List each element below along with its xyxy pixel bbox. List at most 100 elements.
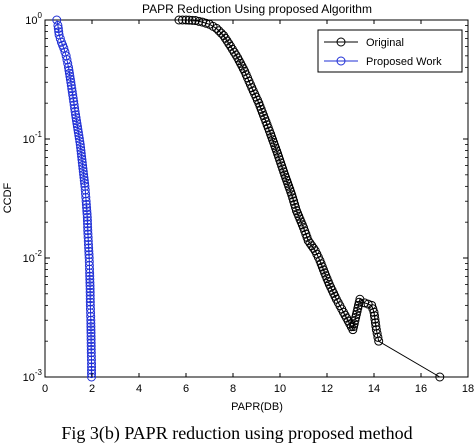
data-point-marker: [79, 169, 89, 179]
data-point: [85, 284, 95, 294]
series-proposed-work: [52, 15, 97, 382]
data-point-marker: [69, 97, 79, 107]
data-point-marker: [83, 233, 93, 243]
data-point: [83, 226, 93, 236]
data-point-marker: [77, 151, 87, 161]
data-point: [52, 15, 62, 25]
data-point-marker: [69, 100, 79, 110]
data-point-marker: [82, 203, 92, 213]
data-point: [71, 110, 81, 120]
data-point-marker: [80, 185, 90, 195]
data-point-marker: [86, 322, 96, 332]
data-point: [174, 15, 184, 25]
x-tick-label: 4: [136, 383, 142, 395]
data-point-marker: [54, 27, 64, 37]
data-point-marker: [85, 297, 95, 307]
legend-label: Original: [366, 37, 404, 49]
data-point: [212, 23, 222, 33]
data-point-marker: [75, 136, 85, 146]
data-point-marker: [84, 243, 94, 253]
data-point-marker: [194, 16, 204, 26]
data-point-marker: [79, 175, 89, 185]
data-point-marker: [73, 128, 83, 138]
data-point-marker: [67, 87, 77, 97]
data-point-marker: [85, 287, 95, 297]
data-point-marker: [86, 308, 96, 318]
axis-layer: 0 2 4 6 8 10 12 14 16 18 100 10-1 10-2 10-3: [23, 11, 474, 395]
y-tick-label: 100: [25, 11, 42, 27]
data-point-marker: [86, 351, 96, 361]
data-point-marker: [74, 133, 84, 143]
figure-caption: Fig 3(b) PAPR reduction using proposed m…: [61, 423, 412, 444]
data-point-marker: [83, 236, 93, 246]
data-point-marker: [72, 119, 82, 129]
data-point-marker: [81, 199, 91, 209]
data-point-marker: [187, 15, 197, 25]
data-point: [83, 239, 93, 249]
data-point-marker: [370, 314, 380, 324]
data-point: [369, 307, 379, 317]
data-point: [81, 196, 91, 206]
data-point-marker: [71, 116, 81, 126]
data-point-marker: [84, 250, 94, 260]
data-point-marker: [74, 131, 84, 141]
x-tick-label: 12: [321, 383, 333, 395]
data-point-marker: [70, 106, 80, 116]
data-point-marker: [85, 271, 95, 281]
data-point-marker: [85, 304, 95, 314]
data-point-marker: [65, 71, 75, 81]
legend-swatch-marker: [336, 37, 346, 47]
data-point: [86, 348, 96, 358]
data-point-marker: [86, 335, 96, 345]
data-point-marker: [86, 328, 96, 338]
data-point-marker: [66, 80, 76, 90]
plot-area-border: [44, 19, 469, 378]
x-tick-label: 8: [230, 383, 236, 395]
data-point-marker: [71, 113, 81, 123]
data-point-marker: [85, 281, 95, 291]
data-point-marker: [84, 260, 94, 270]
legend-label: Proposed Work: [366, 56, 442, 68]
data-point: [73, 125, 83, 135]
y-tick-label: 10-2: [23, 249, 43, 265]
x-tick-label: 6: [183, 383, 189, 395]
data-point-marker: [86, 325, 96, 335]
data-point-marker: [86, 341, 96, 351]
x-tick-label: 16: [415, 383, 427, 395]
legend-swatch-marker: [336, 56, 346, 66]
data-point-marker: [369, 311, 379, 321]
data-point-marker: [83, 229, 93, 239]
data-point-marker: [68, 90, 78, 100]
data-point-marker: [86, 355, 96, 365]
x-tick-label: 18: [462, 383, 474, 395]
data-point-marker: [83, 219, 93, 229]
data-point-marker: [80, 178, 90, 188]
data-point-marker: [72, 122, 82, 132]
data-point-marker: [86, 338, 96, 348]
data-point-marker: [87, 369, 97, 379]
data-point-marker: [184, 15, 194, 25]
data-point: [85, 268, 95, 278]
data-point-marker: [373, 332, 383, 342]
data-point-marker: [82, 209, 92, 219]
data-point-marker: [86, 344, 96, 354]
data-point-marker: [85, 277, 95, 287]
data-point: [75, 139, 85, 149]
data-point: [435, 372, 445, 382]
data-point-marker: [214, 26, 224, 36]
data-point-marker: [67, 84, 77, 94]
data-point: [53, 20, 63, 30]
data-point: [80, 181, 90, 191]
y-axis-label: CCDF: [2, 182, 14, 213]
data-point-marker: [82, 206, 92, 216]
data-point-marker: [55, 34, 65, 44]
data-point-marker: [70, 103, 80, 113]
data-point-marker: [85, 294, 95, 304]
data-point: [86, 315, 96, 325]
series-layer: [52, 15, 445, 382]
data-point-marker: [53, 24, 63, 34]
data-point-marker: [83, 222, 93, 232]
data-point-marker: [76, 148, 86, 158]
data-point: [87, 358, 97, 368]
data-point-marker: [65, 74, 75, 84]
